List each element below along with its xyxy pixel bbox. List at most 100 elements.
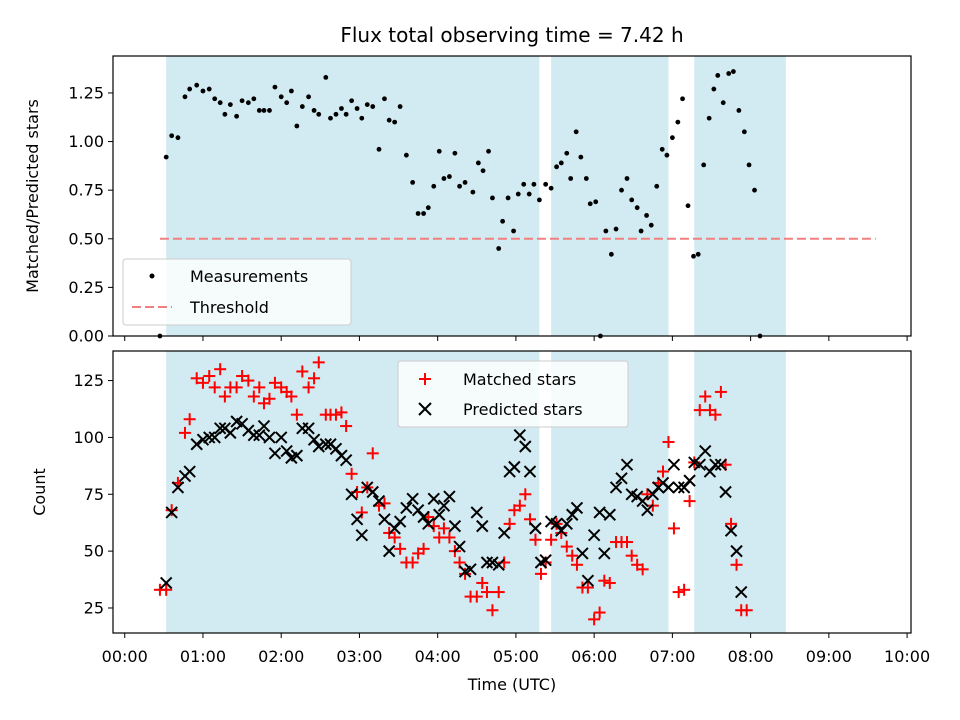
predicted-star-point <box>480 556 494 569</box>
measurement-point <box>359 115 365 121</box>
matched-star-point <box>534 567 547 580</box>
matched-star-point <box>433 531 446 544</box>
measurement-point <box>169 133 175 139</box>
predicted-star-point <box>437 499 451 512</box>
count-y-tick-label: 100 <box>73 428 104 447</box>
measurement-point <box>299 104 305 109</box>
matched-star-point <box>581 581 594 594</box>
predicted-star-point <box>709 458 722 471</box>
count-y-tick-label: 25 <box>84 598 104 617</box>
matched-star-point <box>335 406 348 419</box>
matched-star-point <box>730 558 743 571</box>
predicted-star-point <box>620 458 634 471</box>
x-tick-label: 05:00 <box>493 647 539 666</box>
measurement-point <box>436 148 442 154</box>
matched-star-point <box>636 563 649 576</box>
measurement-point <box>490 195 495 201</box>
count-y-axis-label: Count <box>30 468 49 516</box>
measurement-point <box>731 69 736 74</box>
matched-star-point <box>486 604 499 617</box>
measurement-point <box>573 129 579 135</box>
predicted-star-point <box>350 513 364 526</box>
matched-star-point <box>443 531 456 544</box>
measurement-point <box>328 115 333 121</box>
predicted-star-point <box>603 508 617 521</box>
predicted-star-point <box>699 444 712 458</box>
predicted-star-point <box>576 547 589 560</box>
matched-star-point <box>740 604 753 617</box>
predicted-star-point <box>345 488 358 501</box>
predicted-star-point <box>641 503 654 517</box>
measurement-point <box>480 168 486 174</box>
measurement-point <box>182 94 188 100</box>
measurement-point <box>194 82 200 88</box>
predicted-star-point <box>693 458 706 471</box>
legend-measurements-label: Measurements <box>190 267 308 286</box>
predicted-star-point <box>508 460 521 474</box>
matched-star-point <box>476 576 489 589</box>
measurement-point <box>675 119 681 125</box>
matched-star-point <box>203 370 216 383</box>
measurement-point <box>613 226 619 232</box>
predicted-star-point <box>312 440 325 453</box>
legend-matched-marker <box>419 373 431 385</box>
predicted-star-point <box>339 453 353 467</box>
measurement-point <box>634 205 640 211</box>
count-panel-frame <box>112 350 912 634</box>
predicted-star-point <box>714 458 728 471</box>
predicted-star-point <box>247 428 261 442</box>
count-y-tick-label: 75 <box>84 485 104 504</box>
matched-star-point <box>709 408 722 421</box>
measurement-point <box>741 129 747 135</box>
predicted-star-point <box>539 554 552 567</box>
matched-star-point <box>340 420 353 433</box>
predicted-star-point <box>253 428 266 442</box>
matched-star-point <box>667 522 680 535</box>
measurement-point <box>500 218 506 224</box>
matched-star-point <box>570 558 583 571</box>
matched-star-point <box>183 413 196 426</box>
measurement-point <box>294 123 300 129</box>
matched-star-point <box>302 381 315 394</box>
predicted-star-point <box>422 517 435 531</box>
measurement-point <box>578 154 584 160</box>
x-tick-label: 02:00 <box>258 647 304 666</box>
x-tick-label: 01:00 <box>180 647 226 666</box>
measurement-point <box>543 181 549 187</box>
legend-measurements-marker <box>149 273 155 279</box>
measurement-point <box>217 100 223 106</box>
predicted-star-point <box>224 426 237 440</box>
measurement-point <box>376 146 382 152</box>
ratio-panel: 0.00 0.25 0.50 0.75 1.00 1.25 Matched/Predict… <box>23 55 912 346</box>
measurement-point <box>558 160 564 166</box>
measurement-point <box>227 102 233 108</box>
count-y-tick-label: 50 <box>84 542 104 561</box>
x-axis-label: Time (UTC) <box>467 675 556 694</box>
count-legend: Matched stars Predicted stars <box>397 360 629 428</box>
predicted-star-point <box>159 576 173 590</box>
matched-star-point <box>683 495 696 508</box>
predicted-star-point <box>453 540 466 553</box>
predicted-star-point <box>470 506 484 519</box>
matched-star-point <box>417 542 430 555</box>
matched-star-point <box>253 381 266 394</box>
matched-star-point <box>388 531 401 544</box>
measurement-point <box>288 88 294 94</box>
predicted-star-point <box>730 544 743 558</box>
measurement-point <box>695 251 701 257</box>
measurement-point <box>349 98 355 104</box>
matched-star-point <box>621 536 634 549</box>
measurement-point <box>163 154 169 160</box>
measurement-point <box>354 106 360 111</box>
ratio-observing-window <box>694 56 786 336</box>
predicted-star-point <box>393 515 407 528</box>
predicted-star-point <box>497 526 511 540</box>
measurement-point <box>457 183 462 189</box>
predicted-star-point <box>268 447 282 460</box>
predicted-star-point <box>529 522 542 535</box>
predicted-star-point <box>519 440 532 453</box>
matched-star-point <box>470 590 483 603</box>
measurement-point <box>752 187 757 193</box>
matched-star-point <box>529 533 542 546</box>
